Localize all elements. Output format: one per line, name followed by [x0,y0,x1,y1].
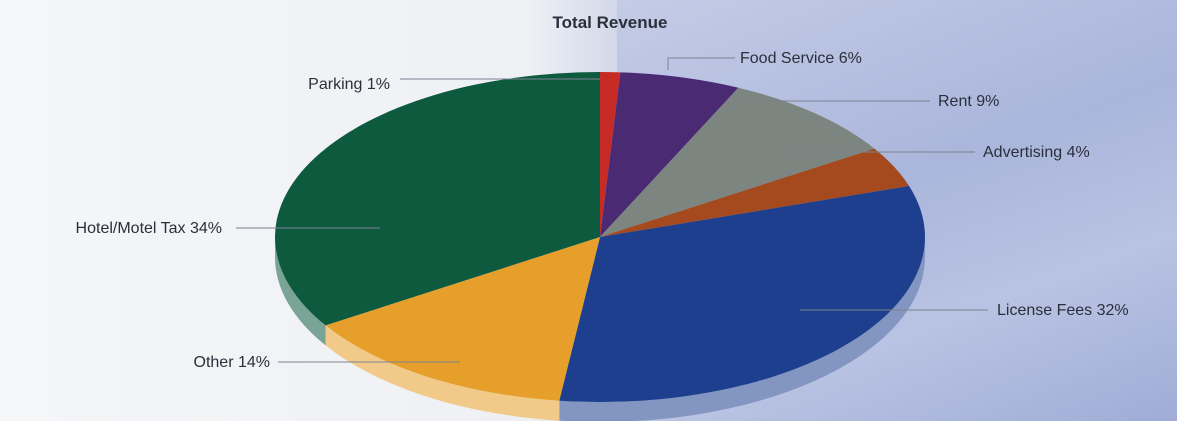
slice-rent [600,87,875,237]
slice-advertising [600,148,910,237]
slice-label-other: Other 14% [194,354,270,371]
slice-side-hotel-motel-tax [275,237,326,346]
slice-label-parking: Parking 1% [308,76,390,93]
pie-sides [275,237,925,421]
slice-label-hotel-motel-tax: Hotel/Motel Tax 34% [76,220,222,237]
slice-other [325,237,600,401]
slice-parking [600,72,621,237]
slice-side-other [325,325,560,421]
leader-line-food-service [667,57,735,70]
slice-label-rent: Rent 9% [938,93,999,110]
slice-label-advertising: Advertising 4% [983,144,1090,161]
slice-food-service [600,72,739,237]
slice-label-food-service: Food Service 6% [740,50,862,67]
slice-side-license-fees [559,237,925,421]
leader-lines [236,57,988,363]
chart-title: Total Revenue [553,13,668,32]
slice-license-fees [559,186,925,402]
pie-top-slices [275,71,925,402]
slice-label-license-fees: License Fees 32% [997,302,1129,319]
slice-hotel-motel-tax [275,71,600,326]
slice-labels: Parking 1% Food Service 6% Rent 9% Advertis… [76,50,1129,371]
